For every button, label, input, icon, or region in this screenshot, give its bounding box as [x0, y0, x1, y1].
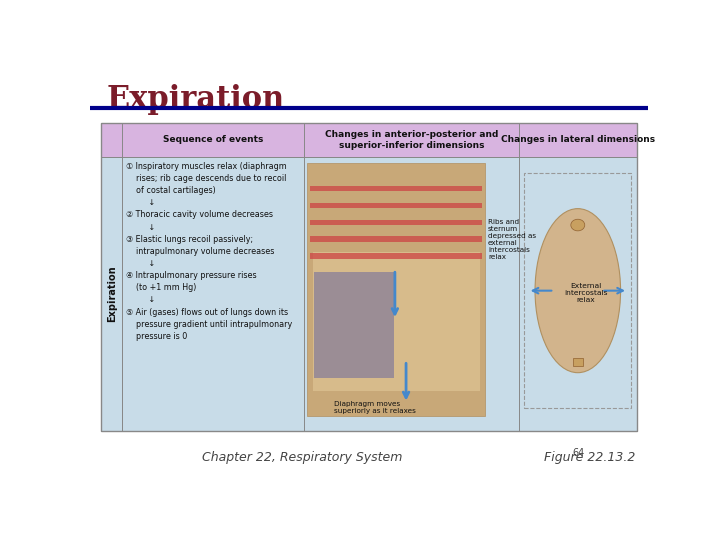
Text: Changes in lateral dimensions: Changes in lateral dimensions [500, 136, 655, 144]
Bar [101, 157, 636, 431]
Bar [101, 123, 636, 431]
Bar [573, 358, 582, 366]
Bar [313, 252, 480, 391]
Bar [314, 272, 394, 378]
Text: ① Inspiratory muscles relax (diaphragm
    rises; rib cage descends due to recoi: ① Inspiratory muscles relax (diaphragm r… [126, 162, 292, 341]
Ellipse shape [571, 219, 585, 231]
Bar [524, 173, 631, 408]
Bar [310, 186, 482, 192]
Text: Sequence of events: Sequence of events [163, 136, 264, 144]
Text: Expiration: Expiration [107, 266, 117, 322]
Text: Figure 22.13.2: Figure 22.13.2 [544, 451, 635, 464]
Bar [101, 123, 636, 157]
Text: Ribs and
sternum
depressed as
external
intercostals
relax: Ribs and sternum depressed as external i… [488, 219, 536, 260]
Bar [310, 220, 482, 225]
Bar [310, 202, 482, 208]
Text: Expiration: Expiration [107, 84, 285, 114]
Bar [310, 253, 482, 259]
Ellipse shape [535, 208, 621, 373]
Bar [101, 157, 122, 431]
Text: Diaphragm moves
superiorly as it relaxes: Diaphragm moves superiorly as it relaxes [334, 401, 416, 414]
Bar [307, 163, 485, 416]
Text: 64: 64 [572, 448, 585, 458]
Text: External
intercostals
relax: External intercostals relax [564, 283, 608, 303]
Text: Changes in anterior-posterior and
superior-inferior dimensions: Changes in anterior-posterior and superi… [325, 130, 498, 150]
Text: Chapter 22, Respiratory System: Chapter 22, Respiratory System [202, 451, 402, 464]
Bar [310, 237, 482, 242]
